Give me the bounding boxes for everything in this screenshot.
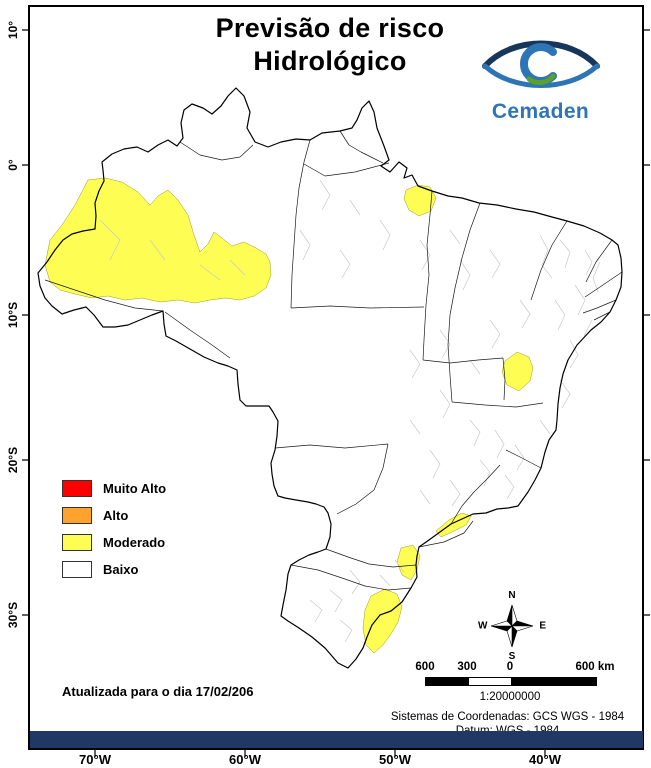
brazil-outline xyxy=(37,87,623,669)
scale-label-600-left: 600 xyxy=(415,661,435,673)
lon-label-60w: 60°W xyxy=(229,752,261,767)
municipal-boundaries xyxy=(99,179,601,643)
legend-item-moderado: Moderado xyxy=(62,534,166,551)
scale-bar: 600 300 0 600 km 1:20000000 xyxy=(415,661,630,709)
cemaden-logo-text: Cemaden xyxy=(491,100,590,123)
risk-region-north xyxy=(403,184,437,217)
lat-label-20s: 20°S xyxy=(6,446,20,474)
compass-south-label: S xyxy=(508,651,516,662)
logo-c-ring xyxy=(519,43,557,85)
title-line-2: Hidrológico xyxy=(253,45,407,76)
scale-bar-graphic xyxy=(425,677,597,686)
compass-north-label: N xyxy=(508,590,516,601)
scale-segment-3 xyxy=(511,678,596,685)
page-title: Previsão de risco Hidrológico xyxy=(140,12,520,78)
risk-legend: Muito Alto Alto Moderado Baixo xyxy=(62,480,166,588)
legend-item-alto: Alto xyxy=(62,507,166,524)
legend-label-alto: Alto xyxy=(103,508,129,523)
scale-ratio: 1:20000000 xyxy=(479,691,541,703)
scale-segment-1 xyxy=(426,678,469,685)
compass-west-label: W xyxy=(478,620,488,632)
legend-label-baixo: Baixo xyxy=(103,562,139,577)
legend-swatch-muito-alto xyxy=(62,480,92,497)
cemaden-eye-icon xyxy=(481,40,600,88)
lat-label-10n: 10° xyxy=(6,20,20,40)
footer-bar xyxy=(30,731,643,748)
compass-star xyxy=(490,604,534,648)
lat-label-0: 0° xyxy=(6,159,20,171)
lon-label-40w: 40°W xyxy=(529,752,561,767)
scale-segment-2 xyxy=(468,678,511,685)
legend-swatch-alto xyxy=(62,507,92,524)
logo-green-accent xyxy=(526,73,555,86)
compass-rose-icon: N S W E xyxy=(478,590,546,662)
scale-label-600-km: 600 km xyxy=(575,661,615,673)
scale-label-300: 300 xyxy=(457,661,477,673)
scale-label-0: 0 xyxy=(506,661,514,673)
coordinate-system-line: Sistemas de Coordenadas: GCS WGS - 1984 xyxy=(390,711,625,723)
legend-swatch-baixo xyxy=(62,561,92,578)
legend-item-muito-alto: Muito Alto xyxy=(62,480,166,497)
cemaden-logo: Cemaden xyxy=(478,30,603,124)
compass-east-label: E xyxy=(539,620,546,632)
legend-label-muito-alto: Muito Alto xyxy=(103,481,167,496)
risk-region-rs xyxy=(362,588,403,654)
axis-ticks xyxy=(22,29,650,757)
legend-label-moderado: Moderado xyxy=(103,535,166,550)
update-date-note: Atualizada para o dia 17/02/206 xyxy=(62,684,254,699)
risk-region-central xyxy=(501,351,534,392)
state-boundaries xyxy=(44,130,623,591)
legend-item-baixo: Baixo xyxy=(62,561,166,578)
moderado-risk-regions xyxy=(44,177,534,654)
lon-label-70w: 70°W xyxy=(79,752,111,767)
lat-label-10s: 10°S xyxy=(6,301,20,329)
lat-label-30s: 30°S xyxy=(6,601,20,629)
title-line-1: Previsão de risco xyxy=(215,13,445,43)
legend-swatch-moderado xyxy=(62,534,92,551)
lon-label-50w: 50°W xyxy=(379,752,411,767)
risk-region-amazonas xyxy=(44,177,272,304)
